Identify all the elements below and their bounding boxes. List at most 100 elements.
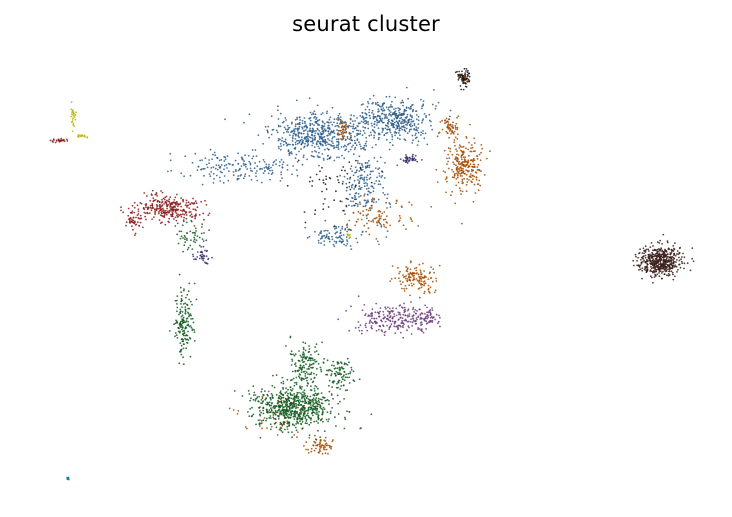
scatter-point — [325, 175, 327, 178]
scatter-point — [269, 169, 271, 172]
scatter-point — [462, 167, 464, 170]
scatter-point — [248, 415, 251, 417]
scatter-point — [262, 159, 265, 161]
scatter-point — [276, 411, 279, 414]
scatter-point — [317, 140, 319, 142]
scatter-point — [328, 127, 331, 129]
scatter-point — [323, 125, 326, 128]
scatter-point — [347, 198, 349, 201]
scatter-point — [305, 138, 308, 141]
scatter-point — [463, 177, 465, 180]
scatter-point — [52, 141, 54, 144]
scatter-point — [366, 162, 369, 164]
scatter-point — [332, 142, 334, 145]
scatter-point — [288, 422, 291, 425]
scatter-point — [310, 421, 312, 424]
scatter-point — [315, 399, 317, 402]
scatter-point — [170, 215, 173, 218]
scatter-point — [70, 121, 73, 124]
scatter-point — [379, 307, 382, 309]
scatter-point — [377, 104, 380, 106]
scatter-point — [349, 178, 351, 180]
scatter-point — [180, 197, 183, 200]
scatter-point — [322, 446, 325, 449]
scatter-point — [165, 211, 168, 214]
scatter-point — [350, 136, 352, 139]
scatter-point — [270, 166, 272, 169]
scatter-point — [301, 126, 303, 129]
scatter-point — [389, 105, 392, 108]
scatter-point — [317, 414, 320, 417]
scatter-point — [340, 385, 342, 387]
scatter-point — [683, 262, 686, 265]
scatter-point — [371, 111, 373, 114]
scatter-point — [184, 236, 187, 239]
scatter-point — [290, 353, 293, 356]
scatter-point — [291, 136, 294, 139]
scatter-point — [344, 418, 347, 421]
scatter-point — [391, 320, 394, 323]
scatter-point — [356, 205, 359, 208]
scatter-point — [325, 418, 328, 421]
scatter-point — [388, 114, 390, 116]
scatter-point — [130, 220, 133, 223]
scatter-point — [299, 119, 301, 121]
scatter-point — [275, 411, 278, 414]
scatter-point — [331, 106, 334, 109]
scatter-point — [366, 184, 369, 187]
scatter-point — [328, 128, 331, 131]
scatter-point — [249, 163, 252, 166]
scatter-point — [312, 155, 314, 158]
scatter-point — [190, 318, 193, 320]
scatter-point — [258, 160, 261, 163]
scatter-point — [366, 194, 369, 196]
scatter-point — [670, 251, 673, 253]
scatter-point — [317, 239, 320, 242]
scatter-point — [456, 150, 458, 153]
scatter-point — [193, 236, 196, 239]
scatter-point — [226, 155, 229, 158]
scatter-point — [346, 125, 348, 128]
scatter-point — [294, 143, 297, 146]
scatter-point — [424, 312, 426, 315]
scatter-point — [336, 156, 338, 159]
scatter-point — [429, 286, 432, 289]
scatter-point — [304, 226, 307, 229]
scatter-point — [198, 257, 201, 260]
scatter-point — [662, 262, 664, 265]
scatter-point — [339, 229, 342, 232]
scatter-point — [320, 126, 323, 129]
scatter-point — [348, 138, 351, 141]
scatter-point — [184, 238, 186, 241]
scatter-point — [299, 399, 301, 401]
scatter-point — [306, 126, 309, 129]
scatter-point — [177, 330, 180, 333]
scatter-point — [350, 184, 353, 187]
scatter-point — [287, 431, 290, 434]
scatter-point — [654, 267, 657, 270]
scatter-point — [241, 157, 244, 160]
scatter-point — [301, 421, 304, 423]
scatter-point — [399, 122, 402, 124]
scatter-point — [376, 221, 378, 224]
scatter-point — [363, 199, 366, 202]
scatter-point — [358, 378, 361, 381]
scatter-point — [365, 176, 368, 179]
scatter-point — [301, 127, 304, 130]
scatter-point — [456, 174, 459, 176]
scatter-point — [458, 170, 461, 172]
scatter-point — [418, 282, 421, 285]
scatter-point — [360, 332, 363, 335]
scatter-point — [182, 200, 185, 203]
scatter-point — [228, 407, 231, 410]
scatter-point — [296, 116, 298, 119]
scatter-point — [306, 397, 308, 400]
scatter-point — [318, 156, 321, 159]
scatter-point — [196, 235, 199, 238]
scatter-point — [413, 311, 416, 313]
scatter-point — [261, 397, 264, 400]
scatter-point — [672, 256, 675, 259]
scatter-point — [674, 242, 676, 245]
scatter-point — [262, 412, 265, 415]
scatter-point — [192, 321, 195, 324]
